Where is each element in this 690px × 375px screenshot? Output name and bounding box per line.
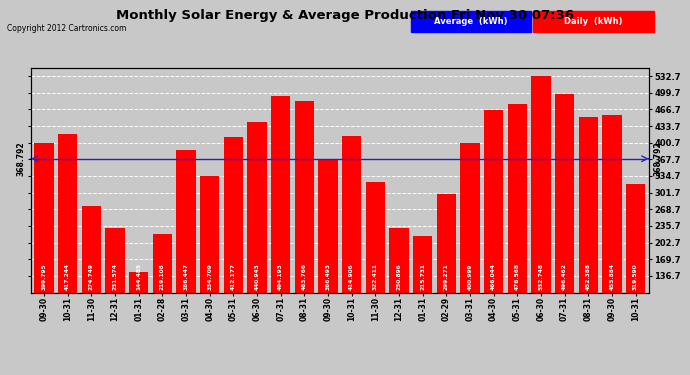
- Text: 215.731: 215.731: [420, 263, 425, 290]
- Text: 231.574: 231.574: [112, 263, 117, 290]
- Bar: [247, 122, 267, 345]
- Bar: [366, 182, 385, 345]
- Text: Copyright 2012 Cartronics.com: Copyright 2012 Cartronics.com: [7, 24, 126, 33]
- Bar: [342, 135, 362, 345]
- Bar: [460, 142, 480, 345]
- Bar: [602, 115, 622, 345]
- Bar: [389, 228, 408, 345]
- Bar: [484, 110, 503, 345]
- Bar: [34, 143, 54, 345]
- Text: 386.447: 386.447: [184, 263, 188, 290]
- Text: 532.748: 532.748: [538, 263, 544, 290]
- Bar: [152, 234, 172, 345]
- Bar: [224, 137, 243, 345]
- Text: 496.462: 496.462: [562, 263, 567, 290]
- Text: 299.271: 299.271: [444, 263, 448, 290]
- Bar: [58, 134, 77, 345]
- Text: 483.766: 483.766: [302, 263, 307, 290]
- Bar: [295, 101, 314, 345]
- Text: 274.749: 274.749: [89, 263, 94, 290]
- Bar: [626, 184, 645, 345]
- Bar: [129, 272, 148, 345]
- Text: Average  (kWh): Average (kWh): [434, 17, 508, 26]
- Bar: [106, 228, 125, 345]
- Text: 476.568: 476.568: [515, 263, 520, 290]
- Bar: [318, 160, 337, 345]
- Bar: [531, 76, 551, 345]
- Bar: [578, 117, 598, 345]
- Text: 368.792: 368.792: [17, 141, 26, 176]
- Text: 440.943: 440.943: [255, 263, 259, 290]
- Bar: [508, 104, 527, 345]
- Bar: [81, 206, 101, 345]
- Text: 322.411: 322.411: [373, 263, 378, 290]
- Bar: [555, 94, 574, 345]
- Text: 144.485: 144.485: [136, 263, 141, 290]
- Text: 455.884: 455.884: [609, 263, 614, 290]
- Text: 334.709: 334.709: [207, 263, 213, 290]
- Text: 219.108: 219.108: [160, 263, 165, 290]
- Text: 366.493: 366.493: [326, 263, 331, 290]
- Text: 452.388: 452.388: [586, 263, 591, 290]
- Text: Monthly Solar Energy & Average Production Fri Nov 30 07:36: Monthly Solar Energy & Average Productio…: [116, 9, 574, 22]
- Text: 414.906: 414.906: [349, 263, 354, 290]
- Bar: [177, 150, 196, 345]
- Text: Daily  (kWh): Daily (kWh): [564, 17, 623, 26]
- Text: 412.177: 412.177: [231, 263, 236, 290]
- Bar: [413, 236, 433, 345]
- Text: 466.044: 466.044: [491, 263, 496, 290]
- Text: 417.244: 417.244: [66, 263, 70, 290]
- Text: 494.193: 494.193: [278, 263, 283, 290]
- Bar: [200, 176, 219, 345]
- Bar: [437, 194, 456, 345]
- Text: 400.999: 400.999: [467, 264, 473, 290]
- Text: 368.792: 368.792: [654, 141, 663, 176]
- Text: 399.795: 399.795: [41, 263, 46, 290]
- Text: 319.590: 319.590: [633, 263, 638, 290]
- Text: 230.896: 230.896: [397, 263, 402, 290]
- Bar: [271, 96, 290, 345]
